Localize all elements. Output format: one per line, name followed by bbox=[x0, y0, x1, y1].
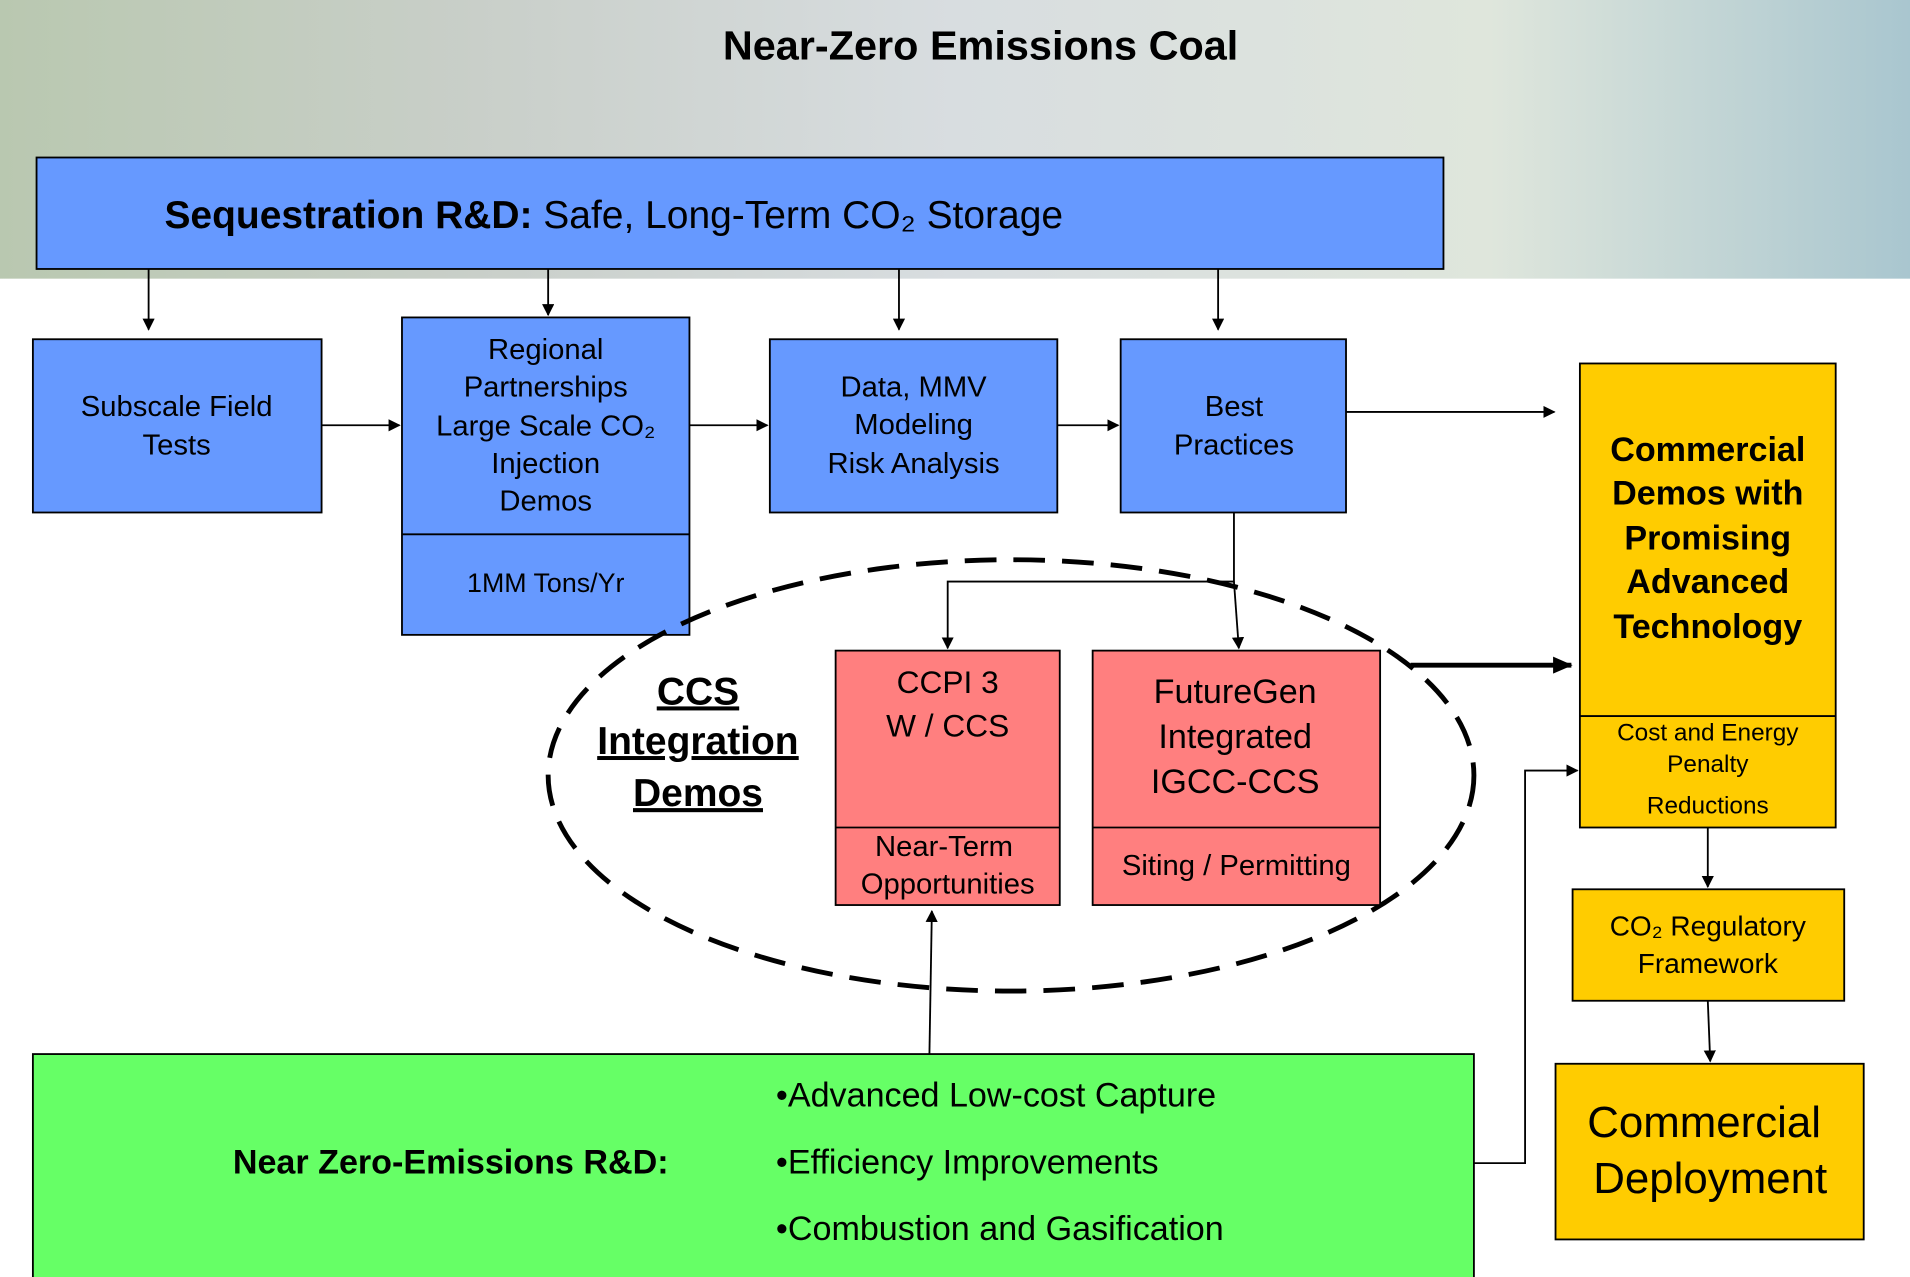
deployment-text: Commercial bbox=[1587, 1098, 1821, 1147]
node-text: Regional bbox=[488, 334, 603, 366]
node-text: Best bbox=[1205, 391, 1263, 423]
regulatory-text: Framework bbox=[1638, 948, 1779, 979]
node-text: Tests bbox=[143, 430, 211, 462]
node-text: Demos bbox=[499, 486, 592, 518]
ccpi-sub: Opportunities bbox=[861, 868, 1035, 900]
near-zero-bullet: •Advanced Low-cost Capture bbox=[776, 1077, 1216, 1115]
node-text: Subscale Field bbox=[81, 391, 273, 423]
ccs-text: Demos bbox=[633, 772, 763, 815]
page: {"title":"Near-Zero Emissions Coal", "se… bbox=[0, 0, 1910, 1277]
futuregen-text: Integrated bbox=[1158, 718, 1312, 756]
futuregen-text: IGCC-CCS bbox=[1151, 763, 1320, 801]
sequestration-label: Sequestration R&D: bbox=[164, 194, 532, 237]
commercial-demos-sub: Cost and Energy bbox=[1617, 720, 1799, 747]
sequestration-desc: Safe, Long-Term CO₂ Storage bbox=[543, 194, 1063, 237]
commercial-demos-sub: Penalty bbox=[1667, 751, 1749, 778]
commercial-demos-sub: Reductions bbox=[1647, 792, 1769, 819]
ccpi-text: CCPI 3 bbox=[897, 664, 999, 700]
futuregen-text: FutureGen bbox=[1154, 673, 1317, 711]
commercial-demos-text: Technology bbox=[1613, 608, 1802, 646]
node-text: Data, MMV bbox=[841, 372, 988, 404]
sequestration-text: Sequestration R&D: Safe, Long-Term CO₂ S… bbox=[164, 194, 1063, 237]
node-box bbox=[1121, 339, 1346, 512]
commercial-demos-text: Commercial bbox=[1610, 431, 1805, 469]
deployment-box bbox=[1556, 1064, 1864, 1240]
title: Near-Zero Emissions Coal bbox=[723, 22, 1238, 68]
near-zero-bullet: •Efficiency Improvements bbox=[776, 1143, 1159, 1181]
node-text: Partnerships bbox=[464, 372, 628, 404]
ccs-text: CCS bbox=[657, 671, 739, 714]
ccs-text: Integration bbox=[597, 720, 798, 763]
regulatory-box bbox=[1573, 889, 1845, 1000]
node-text: Injection bbox=[491, 448, 600, 480]
near-zero-label: Near Zero-Emissions R&D: bbox=[233, 1143, 669, 1181]
commercial-demos-text: Demos with bbox=[1612, 475, 1803, 513]
node-box bbox=[33, 339, 322, 512]
commercial-demos-text: Advanced bbox=[1626, 563, 1789, 601]
commercial-demos-text: Promising bbox=[1624, 519, 1791, 557]
deployment-text: Deployment bbox=[1593, 1154, 1827, 1203]
futuregen-sub: Siting / Permitting bbox=[1122, 850, 1351, 882]
node-text: Practices bbox=[1174, 430, 1294, 462]
ccpi-text: W / CCS bbox=[886, 708, 1009, 744]
node-text: Modeling bbox=[854, 409, 973, 441]
node-sub: 1MM Tons/Yr bbox=[467, 568, 624, 598]
node-text: Risk Analysis bbox=[828, 448, 1000, 480]
node-text: Large Scale CO₂ bbox=[436, 410, 655, 442]
ccpi-sub: Near-Term bbox=[875, 831, 1013, 863]
regulatory-text: CO₂ Regulatory bbox=[1610, 910, 1806, 941]
diagram: Near-Zero Emissions Coal Sequestration R… bbox=[0, 0, 1910, 1277]
near-zero-bullet: •Combustion and Gasification bbox=[776, 1210, 1224, 1248]
